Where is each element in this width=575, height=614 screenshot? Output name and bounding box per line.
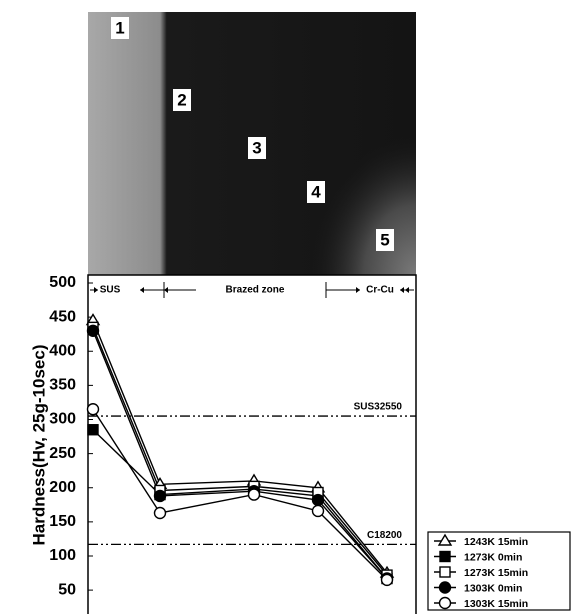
legend-marker — [439, 550, 451, 563]
y-tick-label: 500 — [49, 274, 76, 291]
position-label-box — [173, 89, 191, 111]
position-label: 2 — [177, 90, 186, 109]
y-tick-label: 400 — [49, 342, 76, 359]
legend-label: 1303K 15min — [464, 598, 528, 610]
y-tick-label: 450 — [49, 308, 76, 325]
position-label: 1 — [115, 18, 124, 37]
legend-label: 1243K 15min — [464, 536, 528, 548]
marker — [153, 489, 167, 503]
position-label: 3 — [252, 138, 261, 157]
legend-marker — [438, 596, 452, 610]
series-line — [92, 327, 388, 576]
zone-arrowhead — [94, 287, 98, 293]
marker — [87, 424, 99, 436]
y-tick-label: 350 — [49, 377, 76, 394]
series-line — [92, 429, 388, 579]
marker — [311, 493, 325, 507]
marker — [153, 506, 167, 520]
marker — [247, 488, 261, 501]
series-line — [92, 330, 388, 579]
position-label-box — [248, 137, 266, 159]
y-axis-title: Hardness(Hv, 25g-10sec) — [29, 345, 48, 546]
position-label-box — [111, 17, 129, 39]
zone-arrowhead — [140, 287, 144, 293]
y-tick-label: 300 — [49, 411, 76, 428]
position-label: 4 — [311, 182, 321, 201]
position-label-box — [376, 229, 394, 251]
marker — [86, 324, 100, 337]
zone-label: Brazed zone — [226, 285, 285, 296]
y-tick-label: 150 — [49, 513, 76, 530]
zone-arrowhead — [164, 287, 168, 293]
zone-arrowhead — [400, 287, 404, 293]
position-label-box — [307, 181, 325, 203]
marker — [311, 504, 325, 518]
marker — [86, 403, 100, 416]
zone-label: Cr-Cu — [366, 285, 394, 296]
marker — [380, 573, 394, 587]
y-tick-label: 250 — [49, 445, 76, 462]
zone-label: SUS — [100, 285, 121, 296]
legend-label: 1273K 0min — [464, 551, 522, 563]
legend-label: 1273K 15min — [464, 567, 528, 579]
legend-marker — [439, 566, 451, 578]
zone-arrowhead — [405, 287, 409, 293]
y-tick-label: 50 — [58, 581, 76, 598]
legend-label: 1303K 0min — [464, 582, 522, 594]
legend-marker — [438, 581, 452, 594]
plot-frame — [87, 274, 417, 614]
position-label: 5 — [380, 230, 389, 249]
reference-label: C18200 — [367, 530, 402, 541]
legend-marker — [437, 533, 453, 546]
y-tick-label: 200 — [49, 479, 76, 496]
y-tick-label: 100 — [49, 547, 76, 564]
reference-label: SUS32550 — [354, 402, 403, 413]
zone-arrowhead — [356, 287, 360, 293]
